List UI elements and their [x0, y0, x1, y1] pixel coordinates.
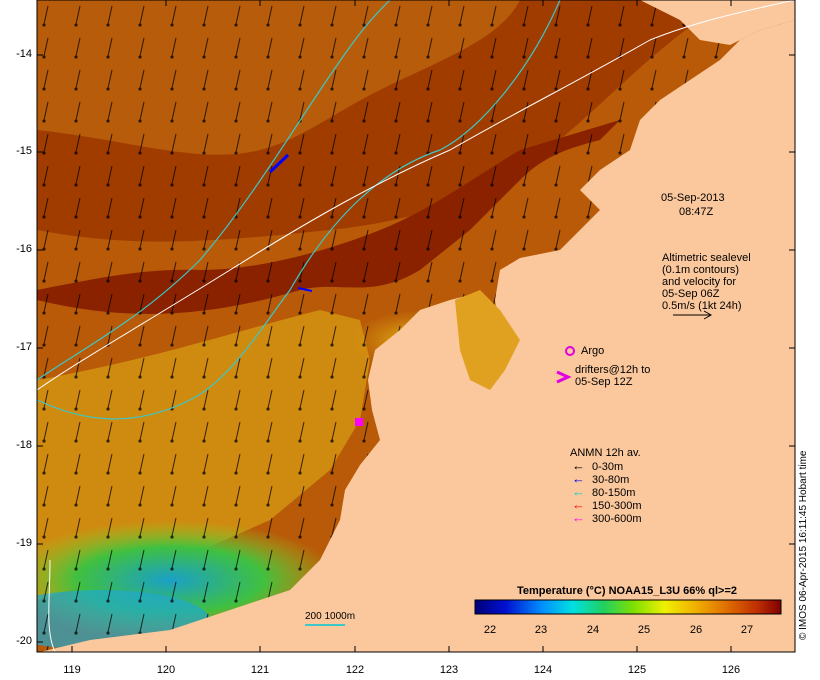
lon-tick: 124	[533, 664, 553, 676]
arrow-left-icon: ←	[572, 484, 585, 499]
colorbar-tick: 23	[534, 624, 548, 636]
lon-tick: 122	[345, 664, 365, 676]
altimetry-line: 0.5m/s (1kt 24h)	[662, 300, 742, 312]
contour-200m-outer	[37, 0, 391, 381]
contour-1000m	[37, 0, 795, 391]
colorbar-tick: 25	[637, 624, 651, 636]
anmn-legend-item: ← 30-80m	[572, 471, 630, 486]
altimetry-line: 05-Sep 06Z	[662, 288, 720, 300]
lon-tick: 120	[156, 664, 176, 676]
arrow-left-icon: ←	[572, 497, 585, 512]
colorbar	[474, 599, 782, 615]
land-mass	[40, 0, 795, 652]
lat-tick: -20	[16, 635, 32, 647]
drifter-chevron-icon	[556, 370, 572, 384]
plot-frame	[36, 0, 796, 653]
colorbar-tick: 26	[689, 624, 703, 636]
arrow-left-icon: ←	[572, 510, 585, 525]
arrow-left-icon: ←	[572, 471, 585, 486]
colorbar-title: Temperature (°C) NOAA15_L3U 66% ql>=2	[517, 585, 737, 597]
arrow-left-icon: ←	[572, 458, 585, 473]
altimetry-line: Altimetric sealevel	[662, 252, 751, 264]
argo-circle-icon	[565, 346, 575, 356]
depth-scale-label: 200 1000m	[305, 611, 356, 622]
anmn-legend-item: ← 80-150m	[572, 484, 636, 499]
lon-tick: 121	[250, 664, 270, 676]
drifters-label: 05-Sep 12Z	[575, 376, 633, 388]
axis-ticks	[37, 0, 795, 652]
argo-label: Argo	[581, 345, 605, 357]
colorbar-tick: 27	[740, 624, 754, 636]
lat-tick: -14	[16, 48, 32, 60]
contour-1000m-south	[48, 559, 56, 652]
king-sound	[455, 290, 520, 390]
lon-tick: 123	[439, 664, 459, 676]
velocity-scale-arrowhead	[703, 310, 713, 320]
map-date: 05-Sep-2013	[661, 192, 725, 204]
lat-tick: -19	[16, 537, 32, 549]
argo-drifter-marker	[355, 418, 363, 426]
lon-tick: 125	[627, 664, 647, 676]
lon-tick: 119	[63, 664, 81, 676]
anmn-legend-item: ← 0-30m	[572, 458, 624, 473]
altimetry-line: and velocity for	[662, 276, 736, 288]
drifters-label: drifters@12h to	[575, 364, 651, 376]
map-plot-area	[37, 0, 795, 652]
map-time: 08:47Z	[679, 206, 714, 218]
lon-tick: 126	[721, 664, 741, 676]
mooring-arrow-blue	[268, 153, 290, 174]
land-north	[640, 0, 795, 45]
lat-tick: -15	[16, 145, 32, 157]
lat-tick: -16	[16, 243, 32, 255]
anmn-legend-item: ← 300-600m	[572, 510, 642, 525]
lat-tick: -18	[16, 439, 32, 451]
colorbar-tick: 22	[483, 624, 497, 636]
anmn-legend-item: ← 150-300m	[572, 497, 642, 512]
lat-tick: -17	[16, 341, 32, 353]
contour-200m	[37, 0, 561, 420]
colorbar-tick: 24	[586, 624, 600, 636]
credit-text: © IMOS 06-Apr-2015 16:11:45 Hobart time	[798, 450, 809, 641]
mooring-arrow-blue-2	[297, 287, 313, 292]
anmn-title: ANMN 12h av.	[570, 447, 641, 459]
altimetry-line: (0.1m contours)	[662, 264, 740, 276]
